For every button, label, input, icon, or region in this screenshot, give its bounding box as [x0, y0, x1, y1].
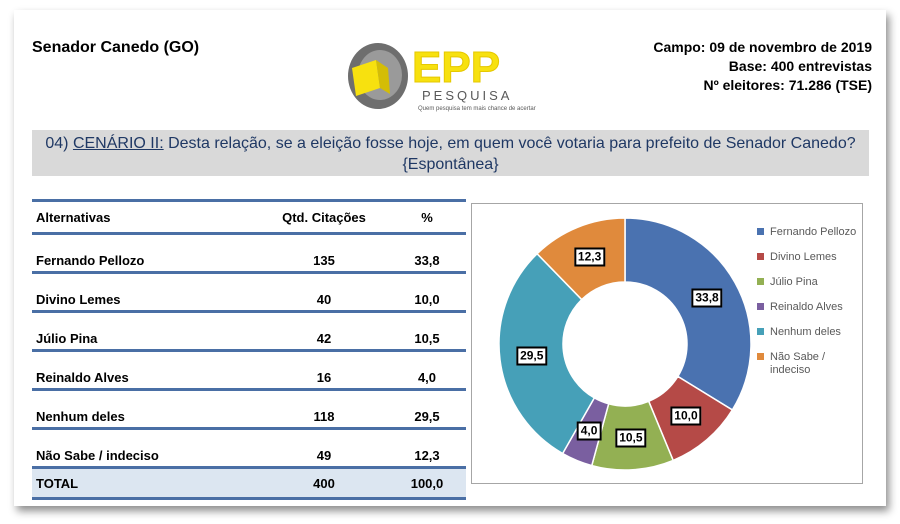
legend-label: Não Sabe / indeciso: [770, 351, 826, 376]
row-pct: 4,0: [417, 370, 437, 385]
table-row: Divino Lemes 40 10,0: [32, 273, 466, 312]
voter-count: Nº eleitores: 71.286 (TSE): [703, 77, 872, 93]
row-qtd: 42: [316, 331, 332, 346]
legend-item: Nenhum deles: [757, 326, 857, 339]
legend-label: Júlio Pina: [770, 276, 818, 288]
logo-tagline: Quem pesquisa tem mais chance de acertar: [418, 106, 536, 112]
legend-label: Nenhum deles: [770, 326, 841, 338]
row-qtd: 135: [313, 253, 335, 268]
legend-item: Fernando Pellozo: [757, 226, 857, 239]
legend-item: Divino Lemes: [757, 251, 857, 264]
row-pct: 12,3: [414, 448, 440, 463]
row-name: Reinaldo Alves: [36, 370, 129, 385]
logo-name: EPP: [412, 43, 500, 92]
legend-item: Reinaldo Alves: [757, 301, 857, 314]
row-name: Nenhum deles: [36, 409, 125, 424]
table-row: Fernando Pellozo 135 33,8: [32, 234, 466, 273]
question-number: 04): [45, 135, 73, 152]
row-name: Divino Lemes: [36, 292, 121, 307]
data-label-julio-pina: 10,5: [615, 428, 647, 448]
legend-label: Fernando Pellozo: [770, 226, 857, 238]
survey-meta: Campo: 09 de novembro de 2019 Base: 400 …: [653, 38, 872, 95]
data-label-nenhum-deles: 29,5: [516, 346, 548, 366]
logo-cube-side: [376, 60, 390, 94]
logo-sub: PESQUISA: [422, 88, 512, 103]
doughnut-chart: Fernando Pellozo Divino Lemes Júlio Pina Re…: [471, 203, 863, 484]
row-qtd: 40: [316, 292, 332, 307]
question-label: CENÁRIO II:: [72, 135, 164, 152]
table-row: Reinaldo Alves 16 4,0: [32, 351, 466, 390]
legend-label: Divino Lemes: [770, 251, 837, 263]
legend-swatch: [757, 303, 764, 310]
row-qtd: 16: [316, 370, 332, 385]
data-label-fernando-pellozo: 33,8: [691, 288, 723, 308]
table-row: Não Sabe / indeciso 49 12,3: [32, 429, 466, 468]
row-qtd: 118: [313, 409, 335, 424]
data-label-nao-sabe-indeciso: 12,3: [573, 247, 606, 267]
legend-item: Não Sabe / indeciso: [757, 351, 857, 377]
row-pct: 33,8: [414, 253, 440, 268]
question-banner: 04) CENÁRIO II: Desta relação, se a elei…: [32, 130, 869, 176]
epp-logo: EPP PESQUISA Quem pesquisa tem mais chan…: [340, 38, 570, 114]
sample-base: Base: 400 entrevistas: [728, 58, 872, 74]
epp-logo-graphic: EPP PESQUISA Quem pesquisa tem mais chan…: [348, 43, 536, 112]
logo-cube-face: [352, 60, 380, 96]
row-pct: 10,5: [414, 331, 440, 346]
row-name: Não Sabe / indeciso: [36, 448, 159, 463]
total-qtd: 400: [313, 475, 335, 491]
doughnut-svg: [498, 217, 752, 471]
legend-swatch: [757, 353, 764, 360]
legend-label: Reinaldo Alves: [770, 301, 843, 313]
row-pct: 29,5: [414, 409, 440, 424]
header-pct: %: [421, 209, 433, 225]
legend-swatch: [757, 278, 764, 285]
location-title: Senador Canedo (GO): [32, 39, 200, 56]
question-text: Desta relação, se a eleição fosse hoje, …: [163, 135, 856, 173]
row-qtd: 49: [316, 448, 332, 463]
header-alternativas: Alternativas: [36, 209, 111, 225]
legend-item: Júlio Pina: [757, 276, 857, 289]
total-pct: 100,0: [410, 475, 444, 491]
row-name: Fernando Pellozo: [36, 253, 145, 268]
field-date: Campo: 09 de novembro de 2019: [653, 39, 872, 55]
legend-swatch: [757, 228, 764, 235]
table-row: Júlio Pina 42 10,5: [32, 312, 466, 351]
chart-legend: Fernando Pellozo Divino Lemes Júlio Pina Re…: [757, 226, 857, 389]
row-pct: 10,0: [414, 292, 440, 307]
total-name: TOTAL: [36, 475, 79, 491]
table-total-row: TOTAL 400 100,0: [32, 467, 466, 499]
legend-swatch: [757, 328, 764, 335]
results-table: Alternativas Qtd. Citações % Fernando Pe…: [32, 199, 466, 500]
data-label-reinaldo-alves: 4,0: [576, 421, 602, 441]
table-header-row: Alternativas Qtd. Citações %: [32, 200, 466, 234]
legend-swatch: [757, 253, 764, 260]
data-label-divino-lemes: 10,0: [670, 406, 702, 426]
slice-fernando-pellozo: [624, 217, 752, 411]
row-name: Júlio Pina: [36, 331, 98, 346]
table-row: Nenhum deles 118 29,5: [32, 390, 466, 429]
header-qtd: Qtd. Citações: [282, 209, 366, 225]
